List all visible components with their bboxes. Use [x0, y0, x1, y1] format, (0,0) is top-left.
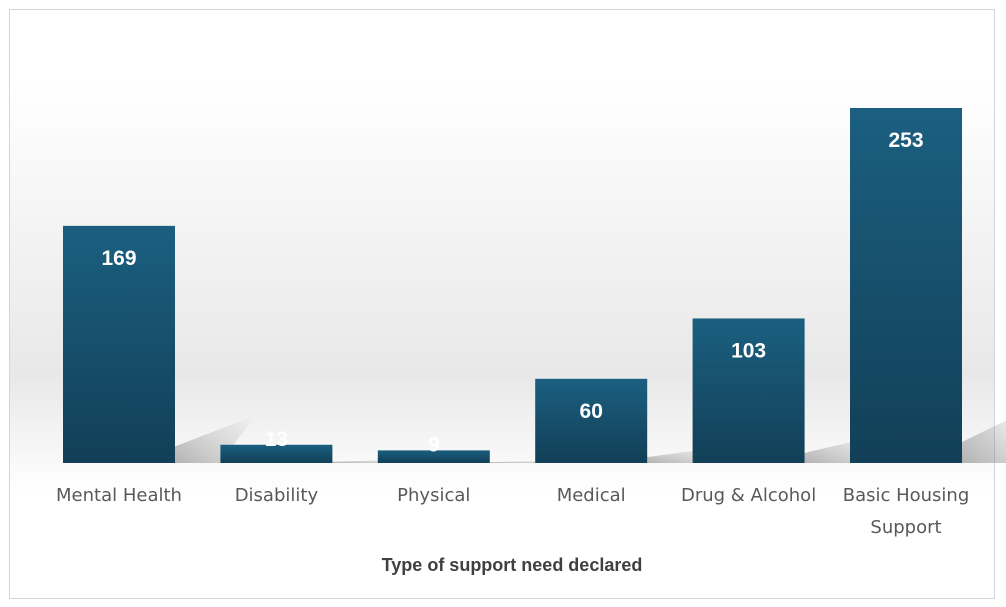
category-label-mental-health: Mental Health	[56, 485, 182, 506]
data-label-physical: 9	[428, 433, 440, 456]
category-label-drug-and-alcohol: Drug & Alcohol	[681, 485, 816, 506]
category-label-basic-housing-support: Basic Housing Support	[843, 485, 970, 538]
bar-drug-and-alcohol[interactable]	[692, 318, 805, 463]
x-axis-title: Type of support need declared	[382, 555, 643, 575]
data-label-basic-housing-support: 253	[888, 129, 923, 152]
data-label-mental-health: 169	[101, 247, 136, 270]
category-labels: Mental Health Disability Physical Medical Dr…	[56, 485, 969, 538]
bar-shadow-basic-housing-support	[962, 420, 1006, 463]
bar-shadow-mental-health	[175, 415, 255, 463]
data-label-disability: 13	[265, 428, 288, 451]
category-label-medical: Medical	[557, 485, 626, 506]
bar-physical[interactable]	[377, 450, 490, 463]
category-label-physical: Physical	[397, 485, 470, 506]
category-label-disability: Disability	[235, 485, 319, 506]
bar-mental-health[interactable]	[63, 225, 175, 463]
bar-medical[interactable]	[535, 378, 648, 463]
data-labels: 169 13 9 60 103 253	[101, 129, 923, 456]
data-label-drug-and-alcohol: 103	[731, 339, 766, 362]
data-label-medical: 60	[580, 400, 603, 423]
bar-basic-housing-support[interactable]	[850, 108, 962, 463]
bars	[63, 108, 962, 463]
bar-disability[interactable]	[220, 444, 333, 463]
